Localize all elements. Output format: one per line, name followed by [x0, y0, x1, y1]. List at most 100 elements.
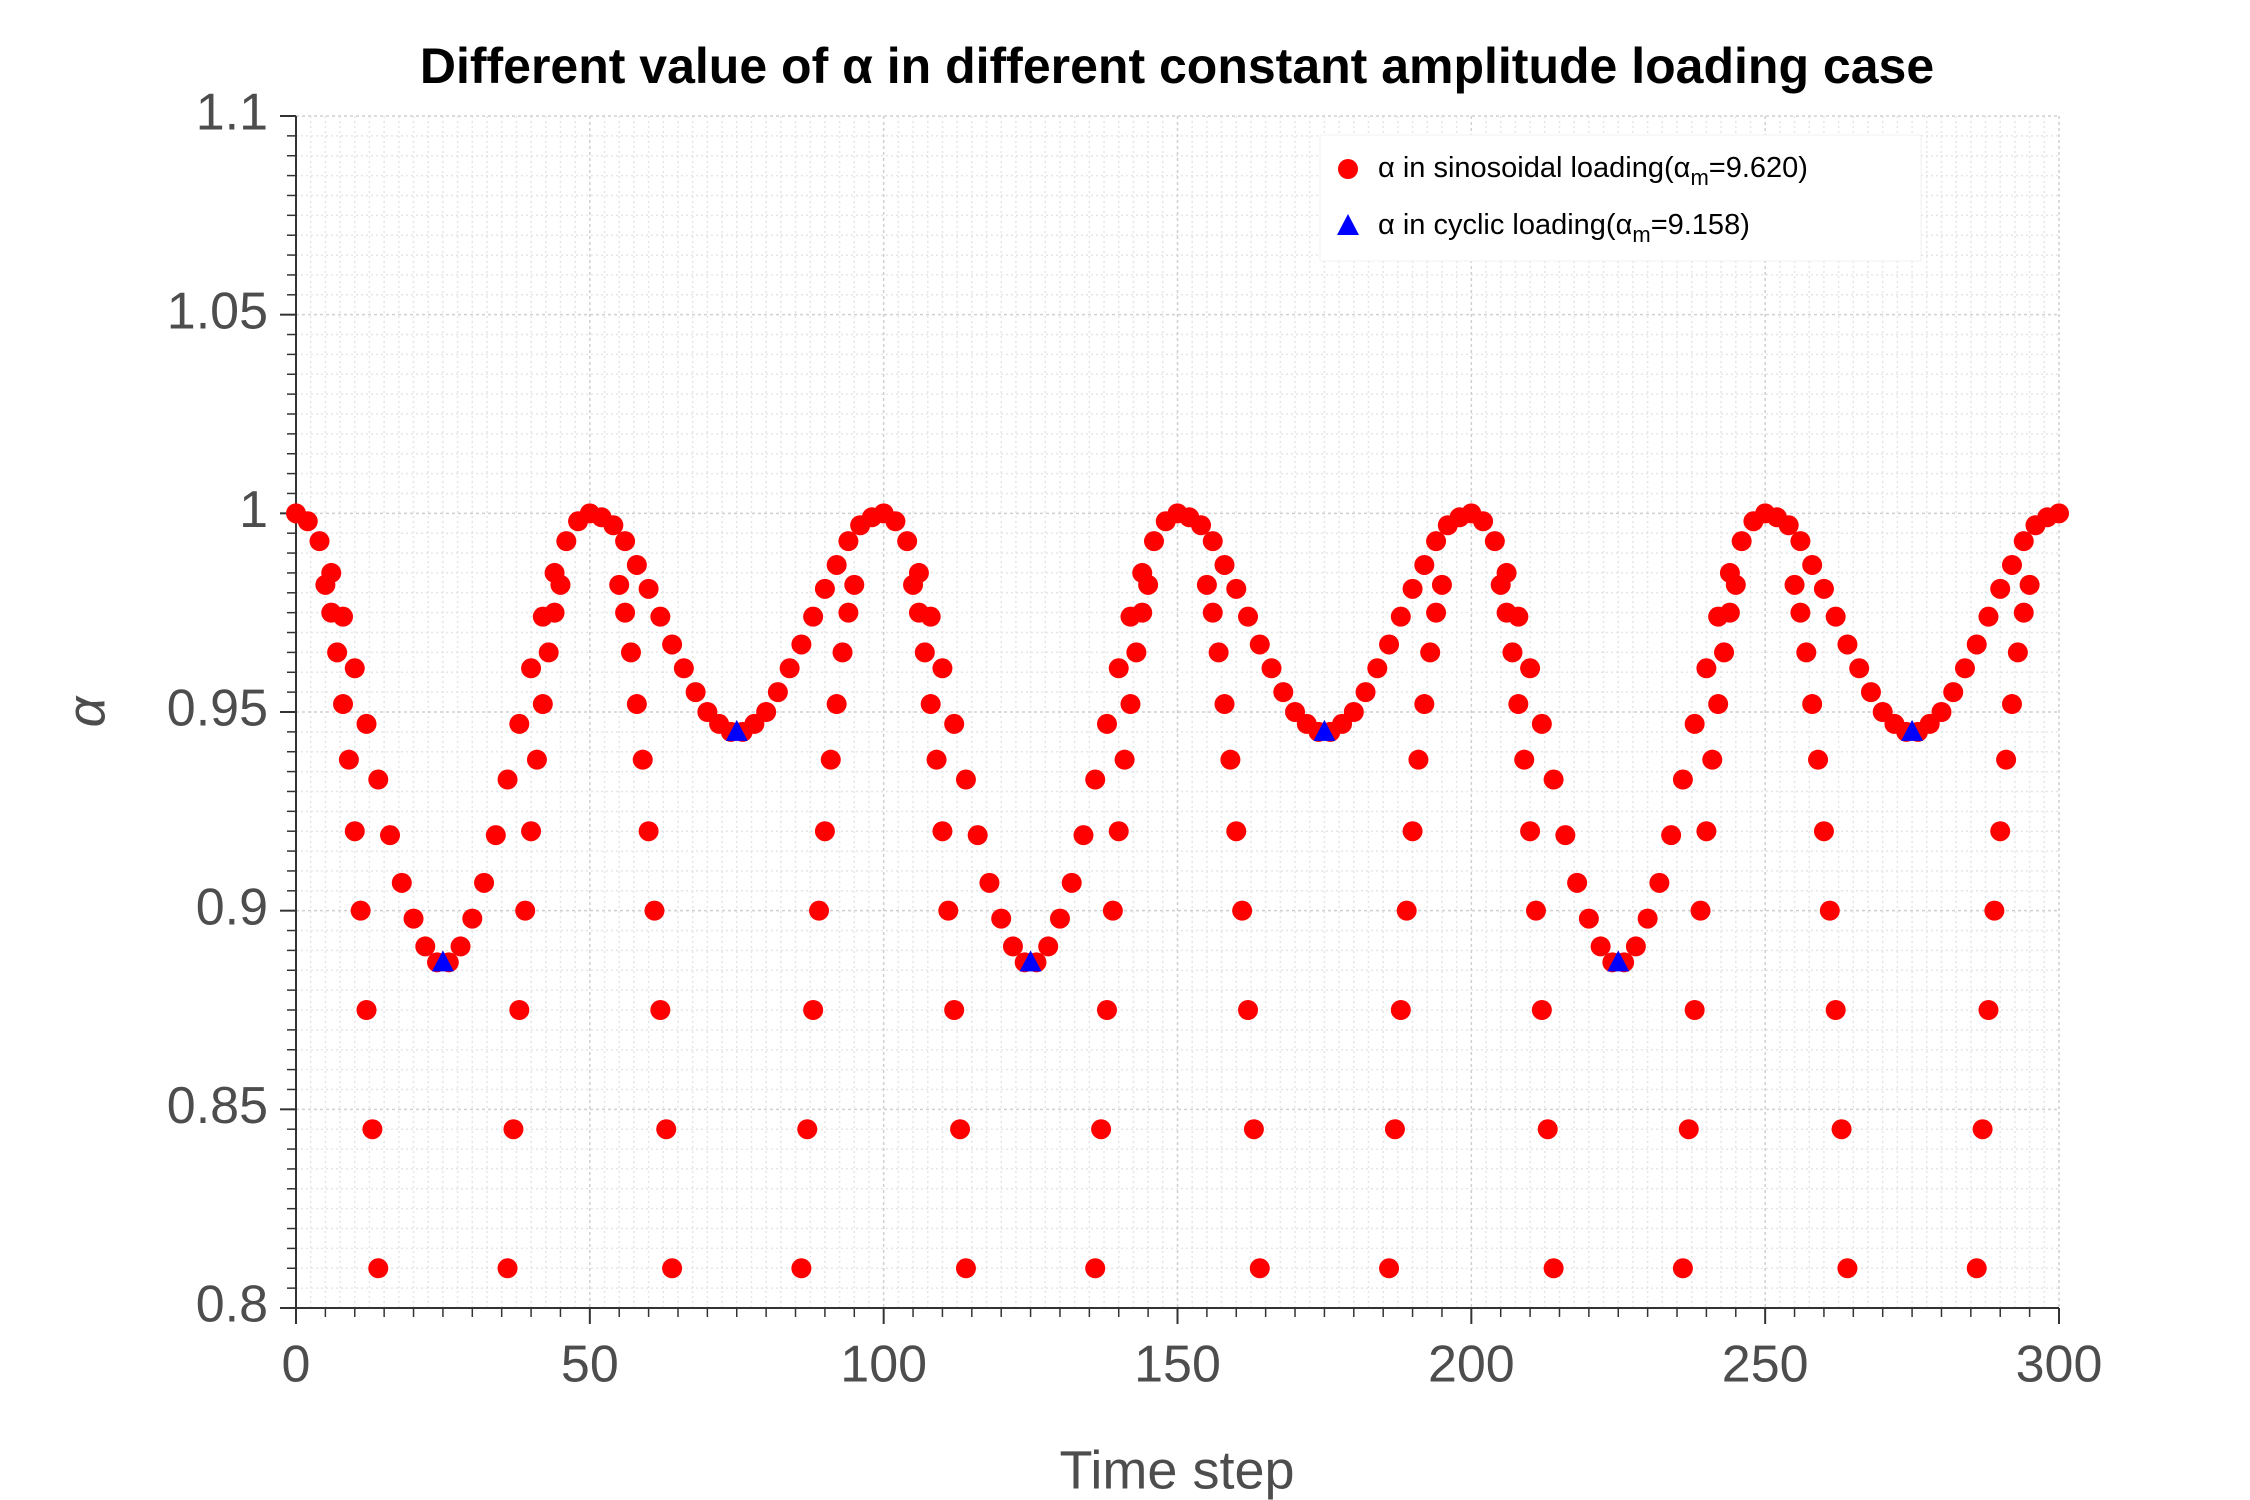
y-axis-label: α [56, 694, 116, 727]
circle-marker [391, 872, 412, 893]
x-tick-label: 100 [840, 1336, 927, 1394]
circle-marker [526, 749, 547, 770]
circle-marker [656, 1119, 677, 1140]
circle-marker [2001, 694, 2022, 715]
circle-marker [1126, 642, 1147, 663]
circle-marker [644, 900, 665, 921]
circle-marker [926, 749, 947, 770]
triangle-marker [725, 719, 748, 741]
circle-marker [938, 900, 959, 921]
circle-marker [1238, 606, 1259, 627]
circle-marker [415, 936, 436, 957]
circle-marker [350, 900, 371, 921]
circle-marker [1837, 1258, 1858, 1279]
circle-marker [1390, 1000, 1411, 1020]
circle-marker [1420, 642, 1441, 663]
circle-marker [1837, 634, 1858, 655]
circle-marker [814, 821, 835, 842]
circle-marker [1096, 713, 1117, 734]
triangle-marker [1337, 214, 1359, 235]
circle-marker [1555, 825, 1576, 846]
circle-marker [1520, 658, 1541, 679]
circle-marker [1243, 1119, 1264, 1140]
circle-marker [2013, 602, 2034, 623]
circle-marker [515, 900, 536, 921]
x-tick-label: 0 [282, 1336, 311, 1394]
circle-marker [838, 602, 859, 623]
circle-marker [967, 825, 988, 846]
circle-marker [955, 769, 976, 790]
circle-marker [2001, 554, 2022, 575]
circle-marker [1684, 713, 1705, 734]
circle-marker [503, 1119, 524, 1140]
circle-marker [1502, 642, 1523, 663]
circle-marker [650, 606, 671, 627]
circle-marker [1578, 908, 1599, 929]
circle-marker [462, 908, 483, 929]
circle-marker [1402, 578, 1423, 599]
circle-marker [1220, 749, 1241, 770]
circle-marker [1813, 821, 1834, 842]
circle-marker [521, 658, 542, 679]
circle-marker [338, 749, 359, 770]
circle-marker [1390, 606, 1411, 627]
circle-marker [1649, 872, 1670, 893]
circle-marker [1202, 531, 1223, 552]
circle-marker [1819, 900, 1840, 921]
circle-marker [791, 1258, 812, 1279]
circle-marker [2049, 503, 2069, 524]
circle-marker [1132, 602, 1153, 623]
circle-marker [1355, 682, 1376, 703]
circle-marker [1802, 694, 1823, 715]
circle-marker [820, 749, 841, 770]
x-tick-label: 150 [1134, 1336, 1221, 1394]
circle-marker [1537, 1119, 1558, 1140]
circle-marker [1096, 1000, 1117, 1020]
circle-marker [1719, 602, 1740, 623]
circle-marker [826, 554, 847, 575]
circle-marker [1637, 908, 1658, 929]
circle-marker [1196, 574, 1217, 595]
circle-marker [1490, 574, 1511, 595]
circle-marker [1143, 531, 1164, 552]
circle-marker [1849, 658, 1870, 679]
circle-marker [1208, 642, 1229, 663]
circle-marker [1543, 1258, 1564, 1279]
circle-marker [309, 531, 330, 552]
circle-marker [1379, 1258, 1400, 1279]
circle-marker [509, 1000, 530, 1020]
circle-marker [979, 872, 1000, 893]
y-tick-label: 0.9 [196, 878, 268, 936]
circle-marker [844, 574, 865, 595]
circle-marker [932, 658, 953, 679]
circle-marker [497, 1258, 518, 1279]
circle-marker [344, 658, 365, 679]
circle-marker [826, 694, 847, 715]
circle-marker [1790, 531, 1811, 552]
circle-marker [779, 658, 800, 679]
circle-marker [532, 694, 553, 715]
circle-marker [908, 602, 929, 623]
circle-marker [1860, 682, 1881, 703]
circle-marker [1531, 1000, 1552, 1020]
circle-marker [1931, 702, 1952, 722]
circle-marker [333, 694, 354, 715]
circle-marker [1061, 872, 1082, 893]
circle-marker [1496, 602, 1517, 623]
circle-marker [1702, 749, 1723, 770]
circle-marker [1249, 1258, 1270, 1279]
circle-marker [1690, 900, 1711, 921]
circle-marker [944, 1000, 965, 1020]
circle-marker [803, 606, 824, 627]
legend-label: α in sinosoidal loading(αm=9.620) [1378, 152, 1808, 190]
circle-marker [315, 574, 336, 595]
circle-marker [1966, 1258, 1987, 1279]
circle-marker [615, 602, 636, 623]
circle-marker [626, 694, 647, 715]
circle-marker [1672, 769, 1693, 790]
circle-marker [1978, 1000, 1999, 1020]
circle-marker [1696, 821, 1717, 842]
circle-marker [538, 642, 559, 663]
circle-marker [615, 531, 636, 552]
